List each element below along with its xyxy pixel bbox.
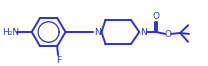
Text: H₂N: H₂N	[2, 29, 19, 37]
Text: N: N	[140, 28, 147, 36]
Text: N: N	[94, 28, 101, 36]
Text: F: F	[57, 56, 62, 65]
Text: O: O	[165, 30, 172, 39]
Text: O: O	[153, 12, 160, 21]
